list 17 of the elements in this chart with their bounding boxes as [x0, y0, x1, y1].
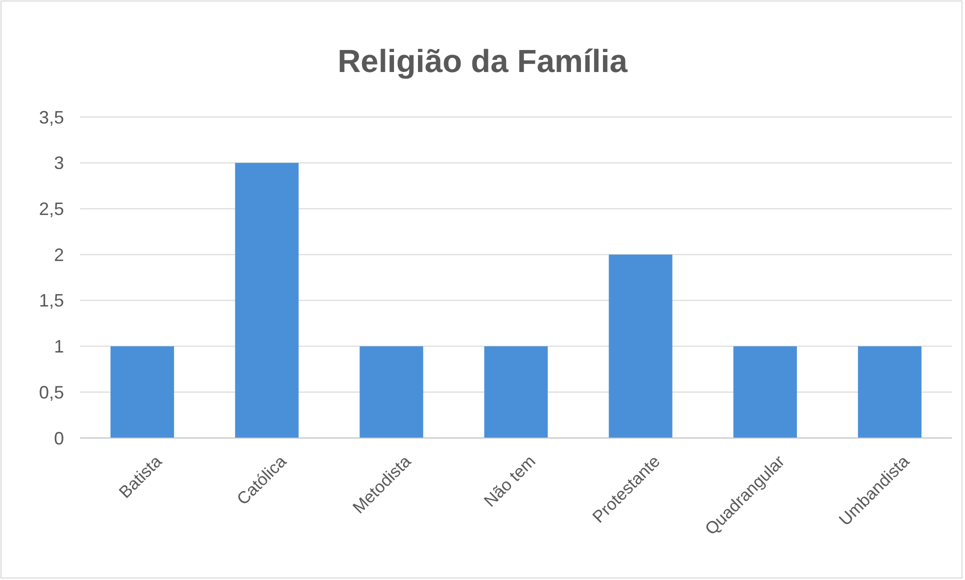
y-tick-label: 3: [54, 153, 64, 174]
y-tick-label: 3,5: [38, 107, 64, 128]
chart-title: Religião da Família: [338, 43, 628, 79]
y-tick-label: 0: [54, 428, 64, 448]
x-tick-label: Não tem: [480, 452, 540, 511]
bar: [360, 346, 424, 438]
bar: [484, 346, 548, 438]
y-tick-label: 0,5: [38, 382, 64, 402]
y-tick-label: 2: [54, 244, 64, 265]
bar: [608, 254, 672, 438]
bar: [858, 346, 922, 438]
y-tick-label: 1: [54, 336, 64, 357]
y-tick-label: 1,5: [38, 290, 64, 311]
bar: [110, 346, 174, 438]
bar: [235, 162, 299, 438]
y-tick-label: 2,5: [38, 199, 64, 220]
bar: [733, 346, 797, 438]
